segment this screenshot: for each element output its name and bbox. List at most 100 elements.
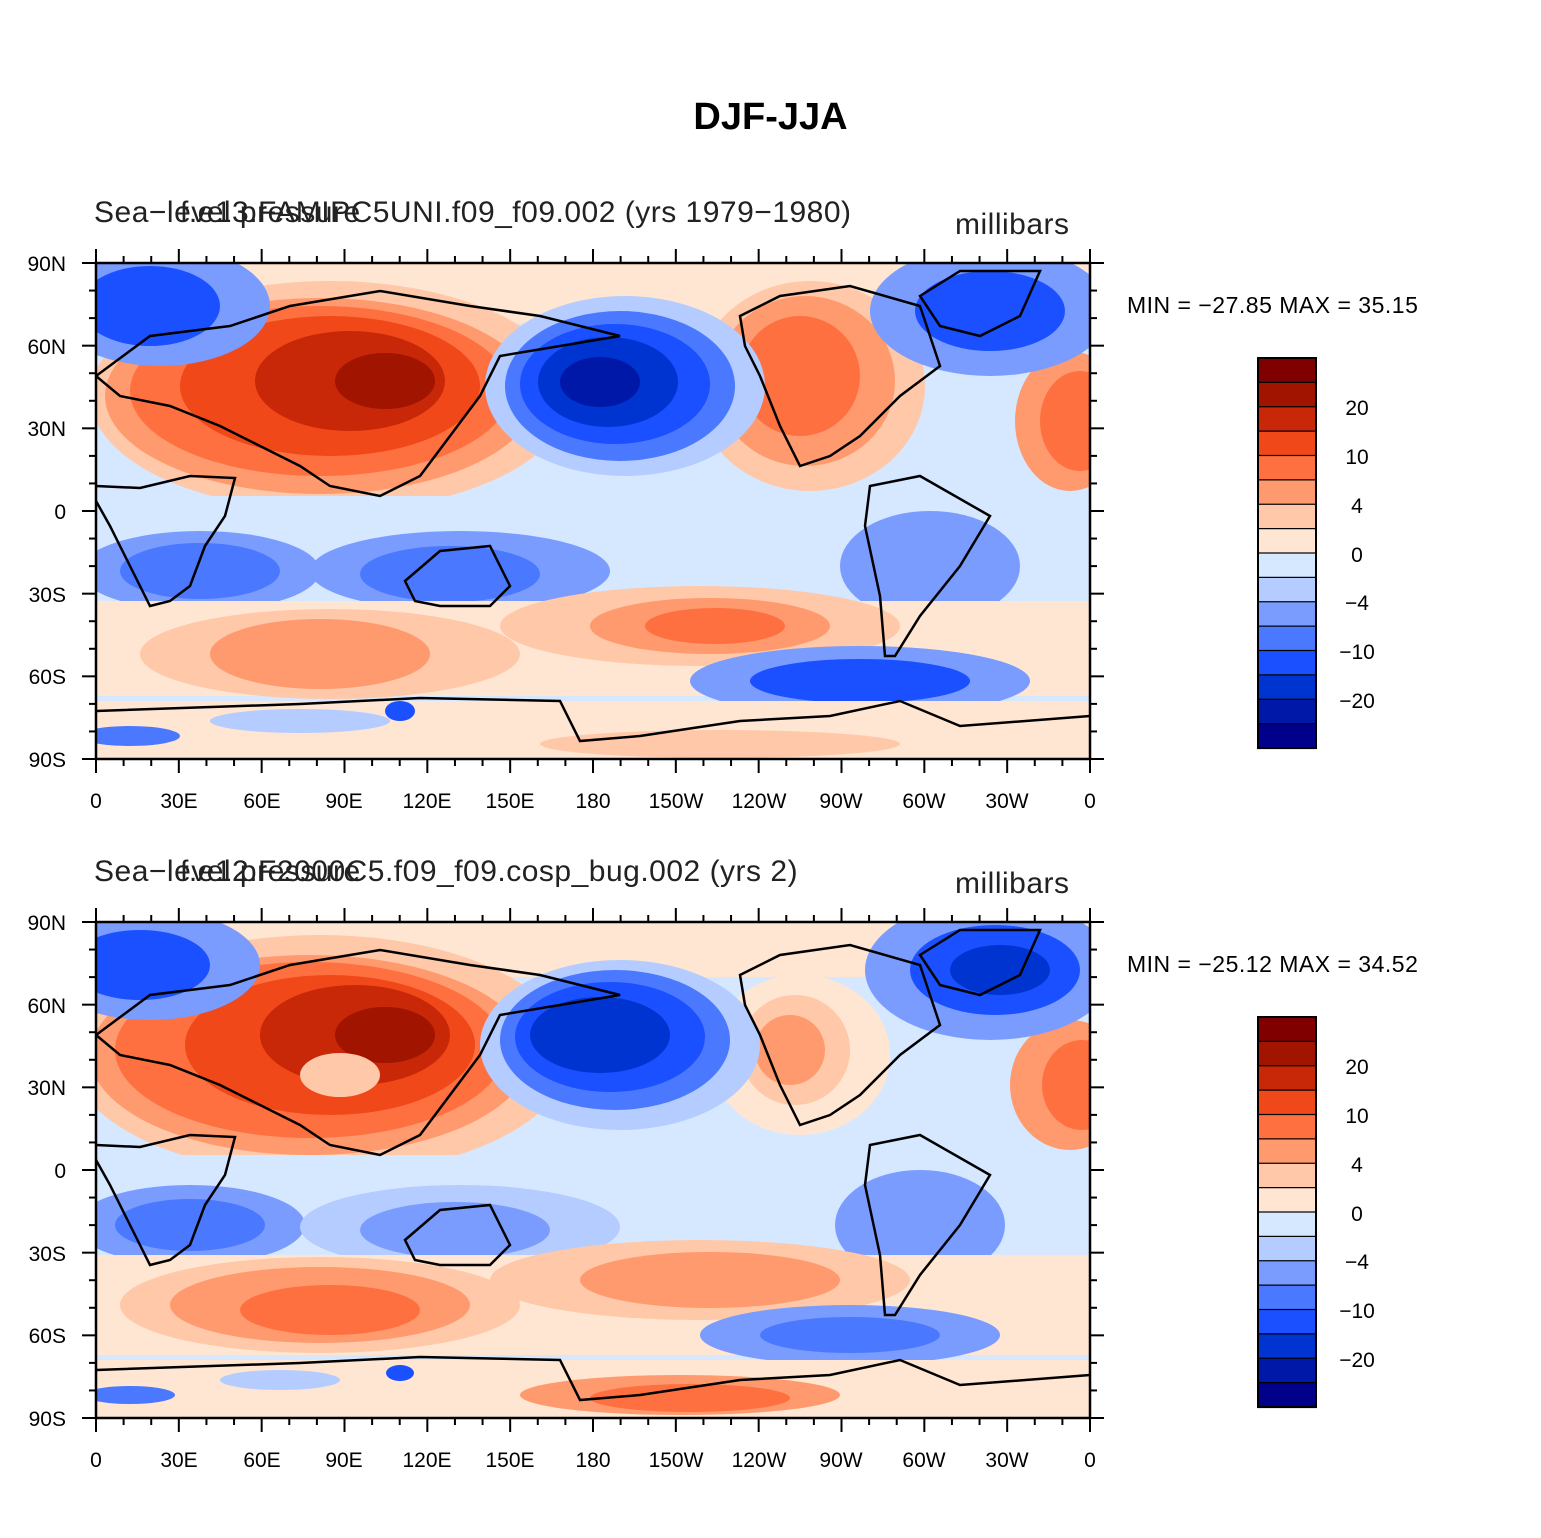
lon-label: 0 <box>90 790 102 813</box>
coastlines <box>96 928 1090 1402</box>
lat-label: 60N <box>27 995 66 1018</box>
lon-label: 120W <box>732 790 787 813</box>
colorbar-swatch <box>1257 430 1317 457</box>
colorbar-swatch <box>1257 649 1317 676</box>
axis-ticks <box>82 908 1104 1432</box>
coastlines <box>96 269 1090 743</box>
lon-label: 30E <box>160 790 197 813</box>
lon-label: 30E <box>160 1449 197 1472</box>
colorbar-swatch <box>1257 1211 1317 1238</box>
lon-label: 120W <box>732 1449 787 1472</box>
lat-label: 0 <box>54 501 66 524</box>
lat-label: 60N <box>27 336 66 359</box>
colorbar-swatch <box>1257 1235 1317 1262</box>
colorbar-swatch <box>1257 1113 1317 1140</box>
colorbar-frame <box>1257 357 1317 749</box>
colorbar-swatch <box>1257 454 1317 481</box>
colorbar-swatch <box>1257 381 1317 408</box>
contour-field <box>96 922 1090 1418</box>
lat-axis-labels: 90N 60N 30N 0 30S 60S 90S <box>27 253 66 772</box>
colorbar-swatch <box>1257 1260 1317 1287</box>
colorbar-swatch <box>1257 528 1317 555</box>
panel-case-title: f.e12.F2000C5.f09_f09.cosp_bug.002 (yrs … <box>180 855 799 888</box>
colorbar-label: 10 <box>1345 446 1368 469</box>
lat-label: 30N <box>27 1077 66 1100</box>
lat-label: 60S <box>29 1325 66 1348</box>
map-svg: 90N 60N 30N 0 30S 60S 90S 0 30E 60E 90E … <box>27 249 1375 813</box>
panel-left-title: Sea−level pressure <box>94 855 361 888</box>
colorbar-label: 0 <box>1351 544 1363 567</box>
colorbar-label: −4 <box>1345 592 1369 615</box>
colorbar-label: 4 <box>1351 495 1363 518</box>
colorbar-swatch <box>1257 1357 1317 1384</box>
panel-left-title: Sea−level pressure <box>94 196 361 229</box>
colorbar-swatch <box>1257 723 1317 750</box>
lon-label: 150W <box>649 1449 704 1472</box>
lon-label: 60E <box>243 790 280 813</box>
lon-label: 60W <box>902 790 945 813</box>
colorbar-swatch <box>1257 406 1317 433</box>
map-panel-2: Sea−level pressure f.e12.F2000C5.f09_f09… <box>0 855 1541 1495</box>
lon-label: 60W <box>902 1449 945 1472</box>
lon-label: 60E <box>243 1449 280 1472</box>
lat-label: 30S <box>29 1243 66 1266</box>
lat-label: 30N <box>27 418 66 441</box>
colorbar-label: 4 <box>1351 1154 1363 1177</box>
map-svg: 90N 60N 30N 0 30S 60S 90S 0 30E 60E 90E … <box>27 908 1375 1472</box>
min-max-readout: MIN = −27.85 MAX = 35.15 <box>1127 292 1419 318</box>
map-panel-1: Sea−level pressure f.e13.FAMIPC5UNI.f09_… <box>0 196 1541 836</box>
lon-label: 180 <box>575 1449 610 1472</box>
lon-label: 30W <box>985 790 1028 813</box>
lat-label: 90S <box>29 1408 66 1431</box>
lon-label: 120E <box>402 790 451 813</box>
colorbar-swatch <box>1257 698 1317 725</box>
contour-field <box>96 263 1090 759</box>
panel-units: millibars <box>955 208 1070 241</box>
axis-ticks <box>82 249 1104 773</box>
colorbar-label: 20 <box>1345 1056 1368 1079</box>
colorbar-swatch <box>1257 503 1317 530</box>
colorbar-swatch <box>1257 1065 1317 1092</box>
lat-label: 90S <box>29 749 66 772</box>
colorbar-swatch <box>1257 1382 1317 1409</box>
lon-label: 90E <box>325 790 362 813</box>
colorbar-swatch <box>1257 479 1317 506</box>
colorbar <box>1257 357 1317 750</box>
colorbar-label: −20 <box>1339 1349 1375 1372</box>
colorbar-swatch <box>1257 1138 1317 1165</box>
colorbar-swatch <box>1257 1162 1317 1189</box>
colorbar-label: 20 <box>1345 397 1368 420</box>
colorbar-swatch <box>1257 1308 1317 1335</box>
panel-units: millibars <box>955 867 1070 900</box>
lon-label: 180 <box>575 790 610 813</box>
colorbar-swatch <box>1257 576 1317 603</box>
colorbar-label: −10 <box>1339 1300 1375 1323</box>
colorbar-swatch <box>1257 552 1317 579</box>
colorbar-swatch <box>1257 674 1317 701</box>
colorbar-swatch <box>1257 1284 1317 1311</box>
lon-label: 30W <box>985 1449 1028 1472</box>
colorbar-swatch <box>1257 1089 1317 1116</box>
lon-label: 0 <box>1084 1449 1096 1472</box>
lon-label: 90W <box>819 1449 862 1472</box>
lat-label: 0 <box>54 1160 66 1183</box>
colorbar-frame <box>1257 1016 1317 1408</box>
min-max-readout: MIN = −25.12 MAX = 34.52 <box>1127 951 1419 977</box>
colorbar-swatch <box>1257 1187 1317 1214</box>
lon-label: 90E <box>325 1449 362 1472</box>
colorbar-swatch <box>1257 1333 1317 1360</box>
colorbar-labels: 20 10 4 0 −4 −10 −20 <box>1339 1056 1375 1372</box>
colorbar-labels: 20 10 4 0 −4 −10 −20 <box>1339 397 1375 713</box>
lon-label: 150E <box>485 1449 534 1472</box>
lat-label: 90N <box>27 912 66 935</box>
colorbar <box>1257 1016 1317 1409</box>
lat-axis-labels: 90N 60N 30N 0 30S 60S 90S <box>27 912 66 1431</box>
colorbar-label: −4 <box>1345 1251 1369 1274</box>
colorbar-label: −20 <box>1339 690 1375 713</box>
figure-title: DJF-JJA <box>693 96 848 138</box>
colorbar-swatch <box>1257 357 1317 384</box>
lon-label: 0 <box>1084 790 1096 813</box>
lon-label: 150E <box>485 790 534 813</box>
panel-case-title: f.e13.FAMIPC5UNI.f09_f09.002 (yrs 1979−1… <box>180 196 852 229</box>
colorbar-label: −10 <box>1339 641 1375 664</box>
